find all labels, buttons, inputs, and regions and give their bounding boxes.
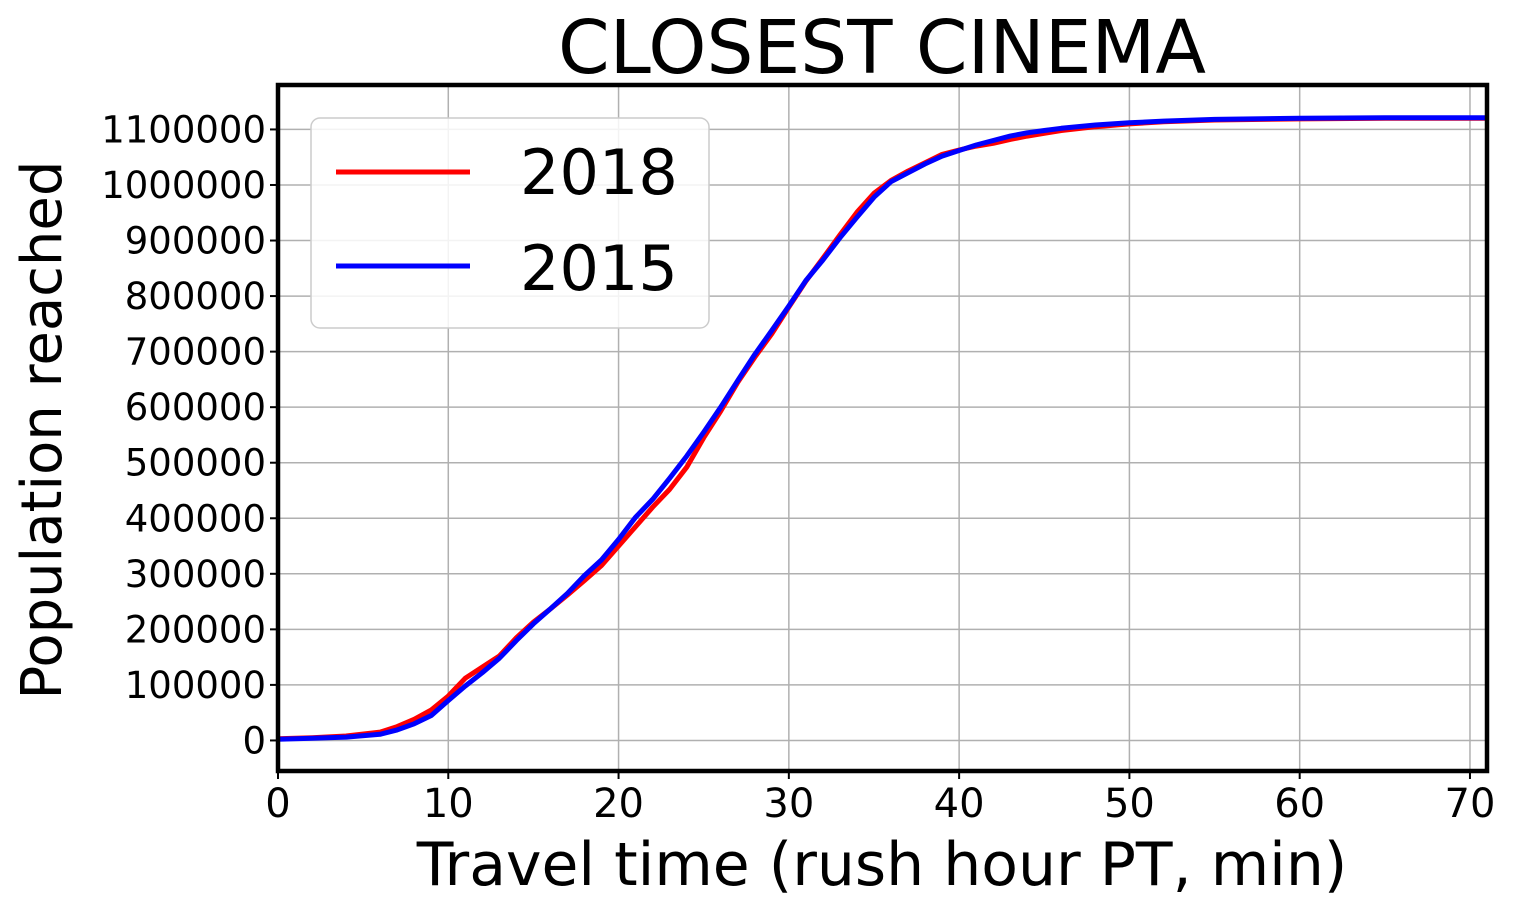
- x-tick-label: 40: [934, 781, 985, 827]
- legend: 2018 2015: [310, 117, 710, 329]
- y-tick-label: 900000: [125, 220, 266, 263]
- y-tick-label: 100000: [125, 664, 266, 707]
- y-tick-label: 500000: [125, 442, 266, 485]
- grid: [277, 85, 1487, 771]
- y-tick-label: 1000000: [101, 164, 266, 207]
- x-tick-label: 20: [593, 781, 644, 827]
- x-tick-label: 70: [1445, 781, 1496, 827]
- x-tick-label: 30: [763, 781, 814, 827]
- y-tick-label: 700000: [125, 331, 266, 374]
- y-tick-label: 200000: [125, 608, 266, 651]
- y-tick-label: 0: [242, 719, 266, 762]
- x-tick-label: 60: [1274, 781, 1325, 827]
- y-tick-label: 800000: [125, 275, 266, 318]
- y-tick-label: 1100000: [101, 108, 266, 151]
- y-tick-label: 300000: [125, 553, 266, 596]
- series-line-2015: [277, 115, 1487, 742]
- x-tick-label: 50: [1104, 781, 1155, 827]
- legend-label-2015: 2015: [520, 232, 678, 305]
- x-tick-label: 0: [265, 781, 290, 827]
- chart-title: CLOSEST CINEMA: [558, 5, 1206, 91]
- x-axis-ticks: 0 10 20 30 40 50 60 70: [265, 771, 1495, 827]
- y-tick-label: 400000: [125, 497, 266, 540]
- legend-label-2018: 2018: [520, 136, 678, 209]
- plot-frame: [275, 82, 1490, 774]
- y-axis-ticks: 0 100000 200000 300000 400000 500000 600000 700…: [101, 108, 278, 762]
- y-tick-label: 600000: [125, 386, 266, 429]
- x-tick-label: 10: [423, 781, 474, 827]
- x-axis-label: Travel time (rush hour PT, min): [416, 830, 1348, 900]
- y-axis-label: Population reached: [10, 161, 75, 700]
- series-lines: [277, 115, 1487, 742]
